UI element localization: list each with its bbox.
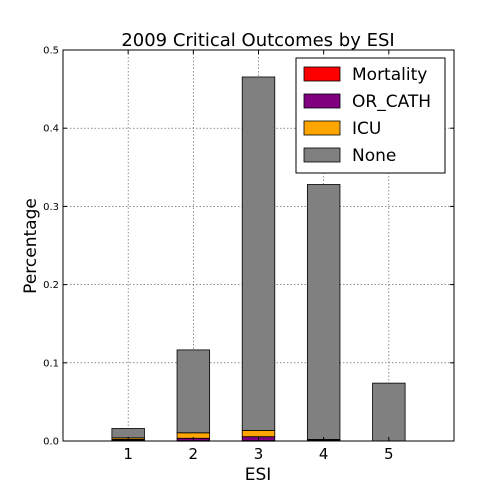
x-tick-label: 1 [123, 445, 133, 463]
bar-segment-none [111, 428, 145, 439]
legend-label: Mortality [352, 65, 427, 85]
y-tick-label: 0.5 [43, 46, 59, 57]
ticks: 0.0 0.1 0.2 0.3 0.4 0.5 1 2 3 4 5 [43, 46, 454, 463]
legend-label: OR_CATH [352, 92, 431, 112]
y-tick-label: 0.2 [43, 280, 59, 291]
y-tick-label: 0.0 [43, 437, 59, 448]
y-axis-label: Percentage [21, 198, 41, 294]
bar-segment-none [372, 382, 406, 442]
bar-segment-none [241, 76, 276, 431]
legend-label: ICU [352, 119, 381, 139]
y-tick-label: 0.1 [43, 358, 59, 369]
legend-swatch [303, 120, 341, 136]
y-tick-label: 0.3 [43, 202, 59, 213]
chart-title: 2009 Critical Outcomes by ESI [121, 30, 394, 51]
y-tick-label: 0.4 [43, 124, 59, 135]
x-tick-label: 3 [254, 445, 264, 463]
legend: Mortality OR_CATH ICU None [295, 57, 446, 174]
bar-segment-none [176, 349, 211, 434]
x-tick-label: 5 [384, 445, 394, 463]
x-tick-label: 4 [319, 445, 329, 463]
bar-segment-icu [241, 430, 276, 438]
legend-swatch [303, 66, 341, 82]
legend-label: None [352, 146, 396, 166]
legend-swatch [303, 93, 341, 109]
x-axis-label: ESI [245, 465, 272, 485]
x-tick-label: 2 [189, 445, 199, 463]
legend-swatch [303, 147, 341, 163]
bar-segment-none [306, 184, 341, 440]
